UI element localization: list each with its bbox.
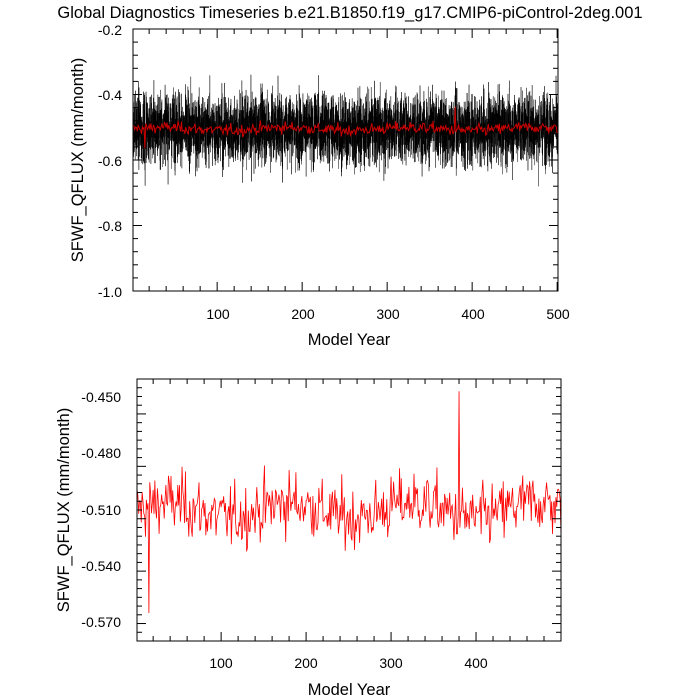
top-xtick-label-4: 400 [461,306,485,322]
top-x-axis-label: Model Year [308,331,391,349]
bottom-plot-frame [136,378,562,642]
bottom-xtick-label-4: 400 [464,655,488,671]
bottom-xtick-label-3: 300 [379,655,403,671]
top-axis-ticks [133,28,558,292]
bottom-axis-ticks [137,379,561,641]
top-ytick-label-1: -1.0 [98,284,122,300]
bottom-ytick-label-5: -0.450 [81,389,121,405]
bottom-plot-data [136,391,562,614]
bottom-ytick-label-2: -0.540 [81,558,121,574]
bottom-series-annual [136,391,562,614]
top-panel: -1.0 -0.8 -0.6 -0.4 -0.2 100 200 300 400… [69,22,570,349]
top-xtick-label-2: 200 [291,306,315,322]
top-xtick-label-1: 100 [206,306,230,322]
bottom-ytick-label-3: -0.510 [81,502,121,518]
top-xtick-label-5: 500 [546,306,570,322]
top-ytick-label-3: -0.6 [98,153,122,169]
bottom-x-axis-label: Model Year [308,681,391,699]
top-series-monthly [132,74,559,187]
top-ytick-label-2: -0.8 [98,218,122,234]
top-y-axis-label: SFWF_QFLUX (mm/month) [69,58,87,262]
top-xtick-label-3: 300 [376,306,400,322]
top-plot-data [132,74,559,187]
bottom-xtick-label-1: 100 [209,655,233,671]
top-ytick-label-5: -0.2 [98,22,122,38]
bottom-xtick-label-2: 200 [294,655,318,671]
bottom-panel: -0.570 -0.540 -0.510 -0.480 -0.450 100 2… [55,378,562,699]
top-series-annual [132,106,558,149]
top-ytick-label-4: -0.4 [98,87,122,103]
chart-title: Global Diagnostics Timeseries b.e21.B185… [57,4,642,22]
bottom-y-axis-label: SFWF_QFLUX (mm/month) [55,408,73,612]
bottom-ytick-label-1: -0.570 [81,614,121,630]
bottom-ytick-label-4: -0.480 [81,445,121,461]
